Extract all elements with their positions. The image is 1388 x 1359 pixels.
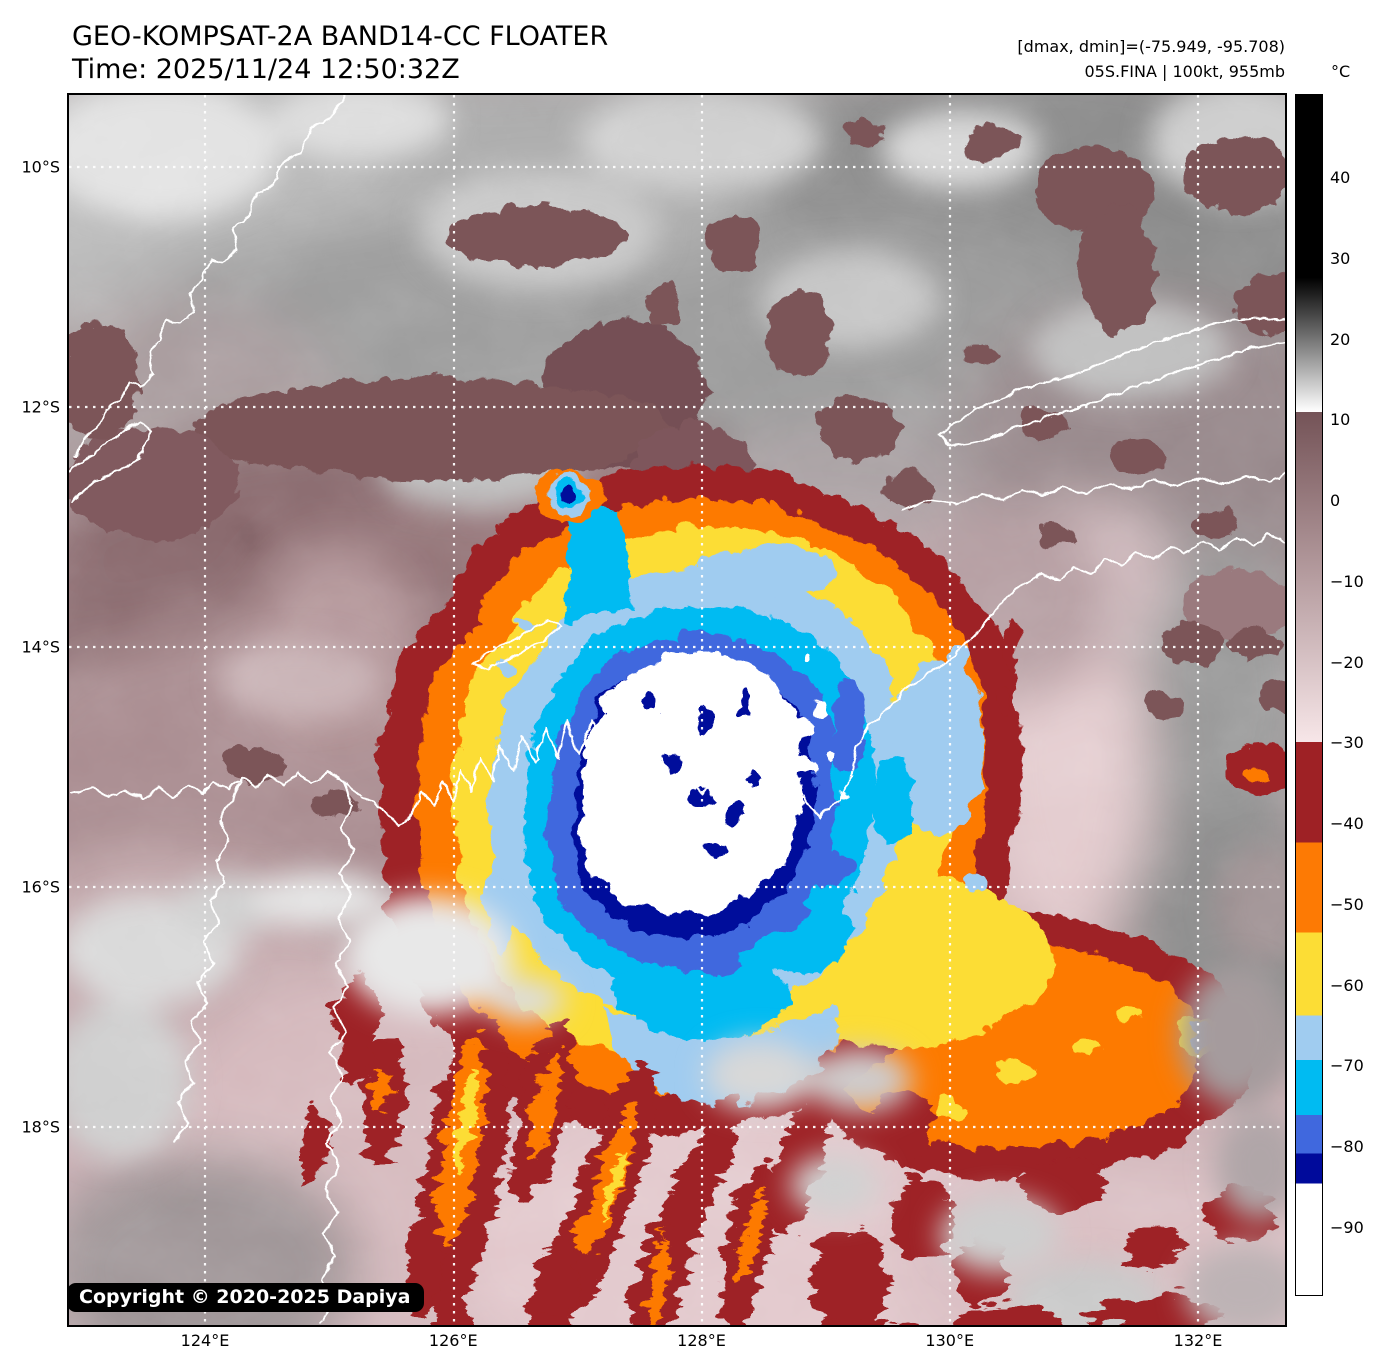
colorbar [1295, 94, 1323, 1296]
lat-tick-label: 14°S [21, 637, 60, 657]
colorbar-tick-label: 20 [1330, 329, 1351, 349]
annotation-block: [dmax, dmin]=(-75.949, -95.708) 05S.FINA… [1017, 34, 1285, 84]
colorbar-tick-label: −30 [1330, 733, 1364, 753]
colorbar-tick-label: 30 [1330, 248, 1351, 268]
colorbar-tick-label: −50 [1330, 895, 1364, 915]
colorbar-unit: °C [1331, 62, 1351, 81]
coastline-inlet-south [317, 779, 353, 1323]
lon-tick-label: 126°E [428, 1331, 478, 1350]
figure-title: GEO-KOMPSAT-2A BAND14-CC FLOATER [72, 21, 609, 52]
satellite-map: Copyright © 2020-2025 Dapiya [67, 93, 1287, 1327]
cyclone [376, 463, 1285, 1176]
lon-tick-label: 124°E [180, 1331, 230, 1350]
title-block: GEO-KOMPSAT-2A BAND14-CC FLOATER Time: 2… [72, 20, 608, 86]
colorbar-tick-label: −70 [1330, 1056, 1364, 1076]
gridlines [69, 95, 1285, 1325]
colorbar-tick-label: −60 [1330, 975, 1364, 995]
coastline-inlet-west [171, 775, 241, 1141]
lat-tick-label: 10°S [21, 157, 60, 177]
colorbar-tick-label: 10 [1330, 410, 1351, 430]
coastline-islands-ne [899, 471, 1285, 509]
colorbar-tick-label: −80 [1330, 1137, 1364, 1157]
feeder-bands [293, 967, 1273, 1325]
copyright-badge: Copyright © 2020-2025 Dapiya [67, 1283, 425, 1312]
lat-tick-label: 18°S [21, 1117, 60, 1137]
colorbar-tick-label: −40 [1330, 814, 1364, 834]
coastline-mainland [69, 531, 1285, 825]
figure-time: Time: 2025/11/24 12:50:32Z [72, 54, 460, 85]
storm-readout: 05S.FINA | 100kt, 955mb [1084, 62, 1285, 81]
coastline-islet [469, 617, 561, 669]
lat-tick-label: 16°S [21, 877, 60, 897]
coastlines [69, 95, 1285, 1323]
coastline-timor [937, 315, 1285, 445]
warm-cloud-patches [69, 115, 1285, 814]
low-cloud-patches [345, 895, 1285, 1325]
lat-tick-label: 12°S [21, 397, 60, 417]
lon-tick-label: 132°E [1173, 1331, 1223, 1350]
dmax-dmin-readout: [dmax, dmin]=(-75.949, -95.708) [1017, 37, 1285, 56]
lon-tick-label: 130°E [925, 1331, 975, 1350]
lon-tick-label: 128°E [677, 1331, 726, 1350]
colorbar-tick-label: −20 [1330, 652, 1364, 672]
satellite-scene [69, 95, 1285, 1325]
colorbar-tick-label: −90 [1330, 1218, 1364, 1238]
coastline-island-nw2 [69, 419, 151, 501]
colorbar-tick-label: 40 [1330, 168, 1351, 188]
colorbar-tick-label: −10 [1330, 571, 1364, 591]
colorbar-tick-label: 0 [1330, 491, 1341, 511]
